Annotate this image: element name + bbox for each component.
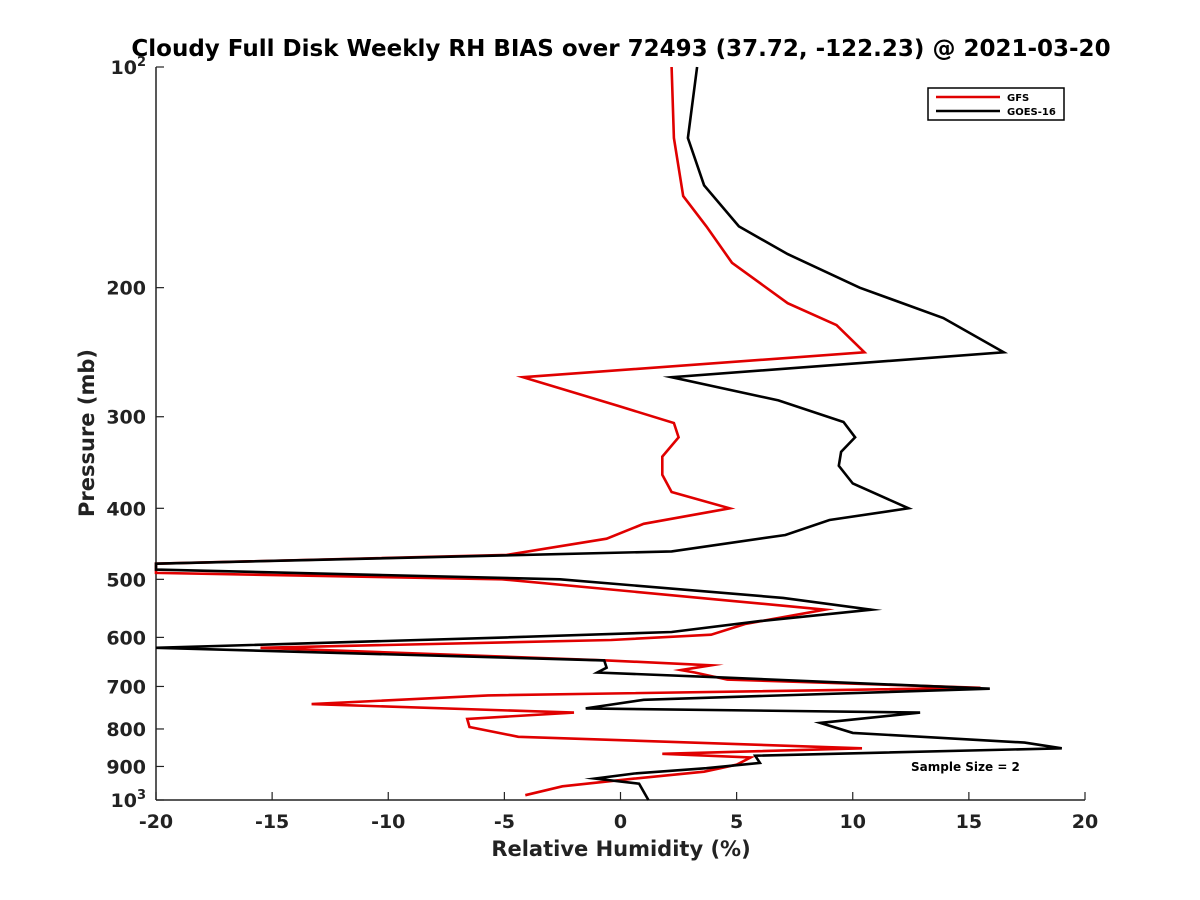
y-tick-label: 400: [106, 498, 146, 520]
x-tick-label: -15: [255, 811, 289, 833]
y-axis-label: Pressure (mb): [75, 349, 99, 517]
x-tick-label: -5: [494, 811, 515, 833]
y-tick-label: 102: [111, 55, 147, 79]
y-tick-label: 200: [106, 278, 146, 300]
series-line-goes16: [154, 66, 1062, 801]
y-tick-label: 800: [106, 719, 146, 741]
y-tick-label: 500: [106, 569, 146, 591]
x-tick-label: 10: [840, 811, 866, 833]
y-tick-label: 600: [106, 627, 146, 649]
series-line-gfs: [154, 66, 981, 797]
x-axis-label: Relative Humidity (%): [491, 837, 750, 861]
x-tick-label: 0: [614, 811, 627, 833]
x-tick-label: -20: [139, 811, 173, 833]
y-tick-label: 103: [111, 788, 147, 812]
x-tick-label: 15: [956, 811, 982, 833]
legend-box: [927, 87, 1065, 121]
legend: GFS GOES-16: [927, 87, 1065, 121]
sample-size-annotation: Sample Size = 2: [911, 760, 1020, 774]
x-tick-label: 20: [1072, 811, 1098, 833]
y-tick-label: 700: [106, 676, 146, 698]
chart-title: Cloudy Full Disk Weekly RH BIAS over 724…: [131, 36, 1110, 62]
x-tick-label: -10: [371, 811, 405, 833]
x-tick-label: 5: [730, 811, 743, 833]
legend-label-gfs: GFS: [1007, 93, 1029, 104]
legend-label-goes16: GOES-16: [1007, 107, 1056, 118]
y-tick-label: 900: [106, 756, 146, 778]
y-tick-label: 300: [106, 407, 146, 429]
